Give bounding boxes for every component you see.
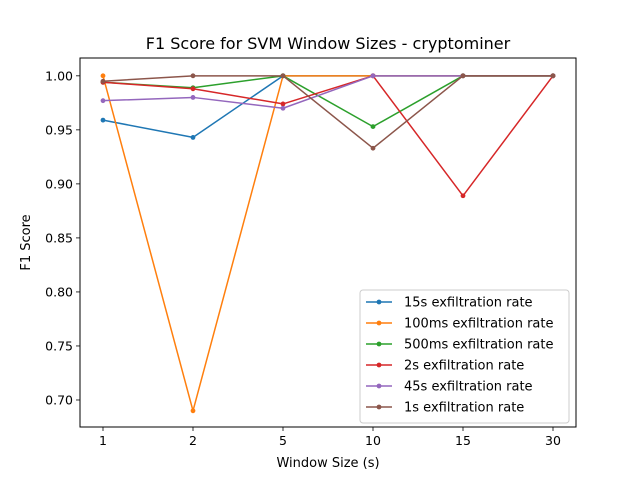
y-tick-label: 0.80 <box>45 284 73 299</box>
legend-label: 15s exfiltration rate <box>404 296 533 311</box>
y-tick-label: 0.75 <box>45 338 73 353</box>
legend-label: 2s exfiltration rate <box>404 359 524 374</box>
legend-label: 500ms exfiltration rate <box>404 338 554 353</box>
data-point <box>370 145 376 151</box>
legend-marker <box>376 299 382 305</box>
legend-label: 45s exfiltration rate <box>404 380 533 395</box>
y-axis: 0.70 0.75 0.80 0.85 0.90 0.95 1.00 <box>45 68 80 407</box>
x-axis-label: Window Size (s) <box>276 456 379 471</box>
data-point <box>190 135 196 140</box>
x-tick-label: 15 <box>455 433 471 448</box>
legend-marker <box>376 341 382 347</box>
data-point <box>190 95 196 100</box>
y-axis-label: F1 Score <box>19 214 34 270</box>
data-point <box>280 73 286 79</box>
legend: 15s exfiltration rate 100ms exfiltration … <box>359 289 570 424</box>
legend-marker <box>376 362 382 368</box>
data-point <box>370 73 376 79</box>
data-point <box>100 98 106 104</box>
data-point <box>550 73 556 79</box>
y-tick-label: 0.70 <box>45 392 73 407</box>
data-point <box>460 73 466 79</box>
x-tick-label: 5 <box>279 433 287 448</box>
y-tick-label: 0.85 <box>45 230 73 245</box>
chart-marks <box>100 73 556 414</box>
legend-box <box>359 289 570 424</box>
legend-label: 1s exfiltration rate <box>404 401 524 416</box>
x-tick-label: 30 <box>545 433 561 448</box>
legend-label: 100ms exfiltration rate <box>404 317 554 332</box>
series-line-5 <box>102 75 553 149</box>
x-tick-label: 10 <box>365 433 381 448</box>
legend-marker <box>376 320 382 326</box>
y-tick-label: 1.00 <box>45 68 73 83</box>
chart-title: F1 Score for SVM Window Sizes - cryptomi… <box>146 34 511 53</box>
series-line-3 <box>102 75 554 197</box>
y-tick-label: 0.95 <box>45 122 73 137</box>
data-point <box>280 105 286 111</box>
data-point <box>100 73 106 79</box>
data-point <box>190 408 196 414</box>
legend-marker <box>376 404 382 410</box>
plot-frame <box>79 57 577 428</box>
x-axis: 1 2 5 10 15 30 <box>99 427 561 448</box>
y-tick-label: 0.90 <box>45 176 73 191</box>
data-point <box>100 117 106 123</box>
data-point <box>190 86 196 92</box>
data-point <box>100 78 106 84</box>
x-tick-label: 2 <box>189 433 197 448</box>
data-point <box>280 101 286 107</box>
legend-marker <box>376 383 382 389</box>
x-tick-label: 1 <box>99 433 107 448</box>
data-point <box>460 193 466 199</box>
data-point <box>190 73 196 79</box>
data-point <box>370 124 376 130</box>
